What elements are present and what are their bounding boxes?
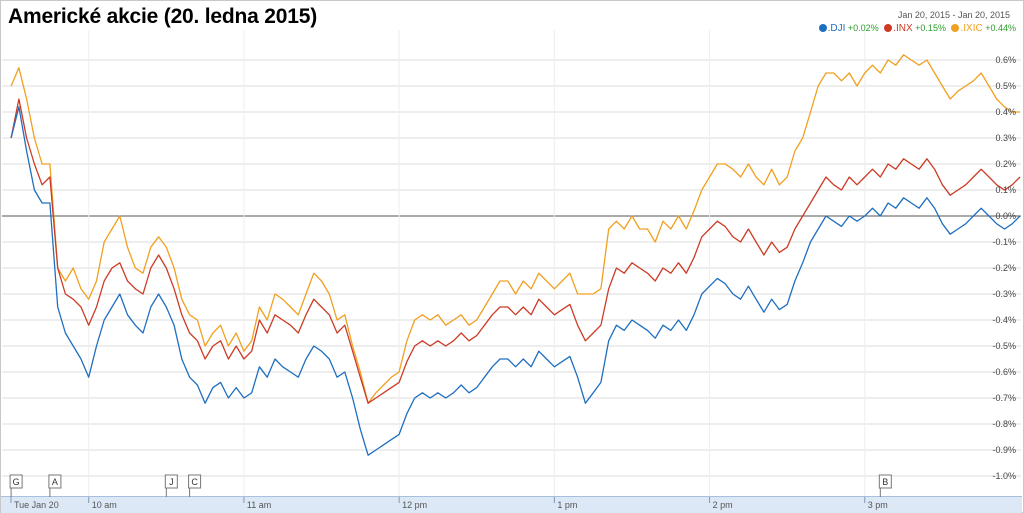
legend-symbol: .DJI bbox=[827, 23, 846, 34]
y-tick-label: -0.4% bbox=[992, 315, 1016, 325]
y-tick-label: -0.3% bbox=[992, 289, 1016, 299]
legend-change: +0.44% bbox=[985, 23, 1016, 33]
y-tick-label: 0.5% bbox=[995, 81, 1016, 91]
y-tick-label: 0.3% bbox=[995, 133, 1016, 143]
legend-item-dji[interactable]: .DJI +0.02% bbox=[818, 23, 882, 34]
legend-dot-icon bbox=[884, 24, 893, 32]
y-tick-label: 0.4% bbox=[995, 107, 1016, 117]
y-tick-label: 0.6% bbox=[995, 55, 1016, 65]
series-line-dji[interactable] bbox=[10, 106, 1021, 456]
y-axis-labels: 0.6% 0.5% 0.4% 0.3% 0.2% 0.1% 0.0% -0.1% -0.2% -0… bbox=[992, 55, 1016, 481]
series-line-ixic[interactable] bbox=[10, 54, 1020, 404]
chart-series bbox=[10, 54, 1021, 456]
legend-symbol: .INX bbox=[893, 23, 913, 34]
legend-symbol: .IXIC bbox=[960, 23, 983, 34]
y-tick-label: 0.0% bbox=[995, 211, 1016, 221]
page-title: Americké akcie (20. ledna 2015) bbox=[8, 5, 317, 28]
time-axis-band bbox=[1, 496, 1022, 513]
y-tick-label: 0.2% bbox=[995, 159, 1016, 169]
series-line-inx[interactable] bbox=[10, 98, 1021, 404]
legend: .DJI +0.02% .INX +0.15% .IXIC +0.44% bbox=[816, 23, 1016, 34]
legend-dot-icon bbox=[818, 24, 827, 32]
y-tick-label: 0.1% bbox=[995, 185, 1016, 195]
y-tick-label: -1.0% bbox=[992, 471, 1016, 481]
legend-change: +0.15% bbox=[915, 23, 946, 33]
y-tick-label: -0.2% bbox=[992, 263, 1016, 273]
y-tick-label: -0.5% bbox=[992, 341, 1016, 351]
y-tick-label: -0.8% bbox=[992, 419, 1016, 429]
legend-item-ixic[interactable]: .IXIC +0.44% bbox=[951, 23, 1016, 34]
y-tick-label: -0.1% bbox=[992, 237, 1016, 247]
legend-dot-icon bbox=[951, 24, 960, 32]
date-range: Jan 20, 2015 - Jan 20, 2015 bbox=[897, 10, 1010, 20]
y-tick-label: -0.6% bbox=[992, 367, 1016, 377]
chart-grid bbox=[2, 30, 1021, 496]
legend-change: +0.02% bbox=[847, 23, 879, 33]
y-tick-label: -0.9% bbox=[992, 445, 1016, 455]
legend-item-inx[interactable]: .INX +0.15% bbox=[884, 23, 948, 34]
y-tick-label: -0.7% bbox=[992, 393, 1016, 403]
